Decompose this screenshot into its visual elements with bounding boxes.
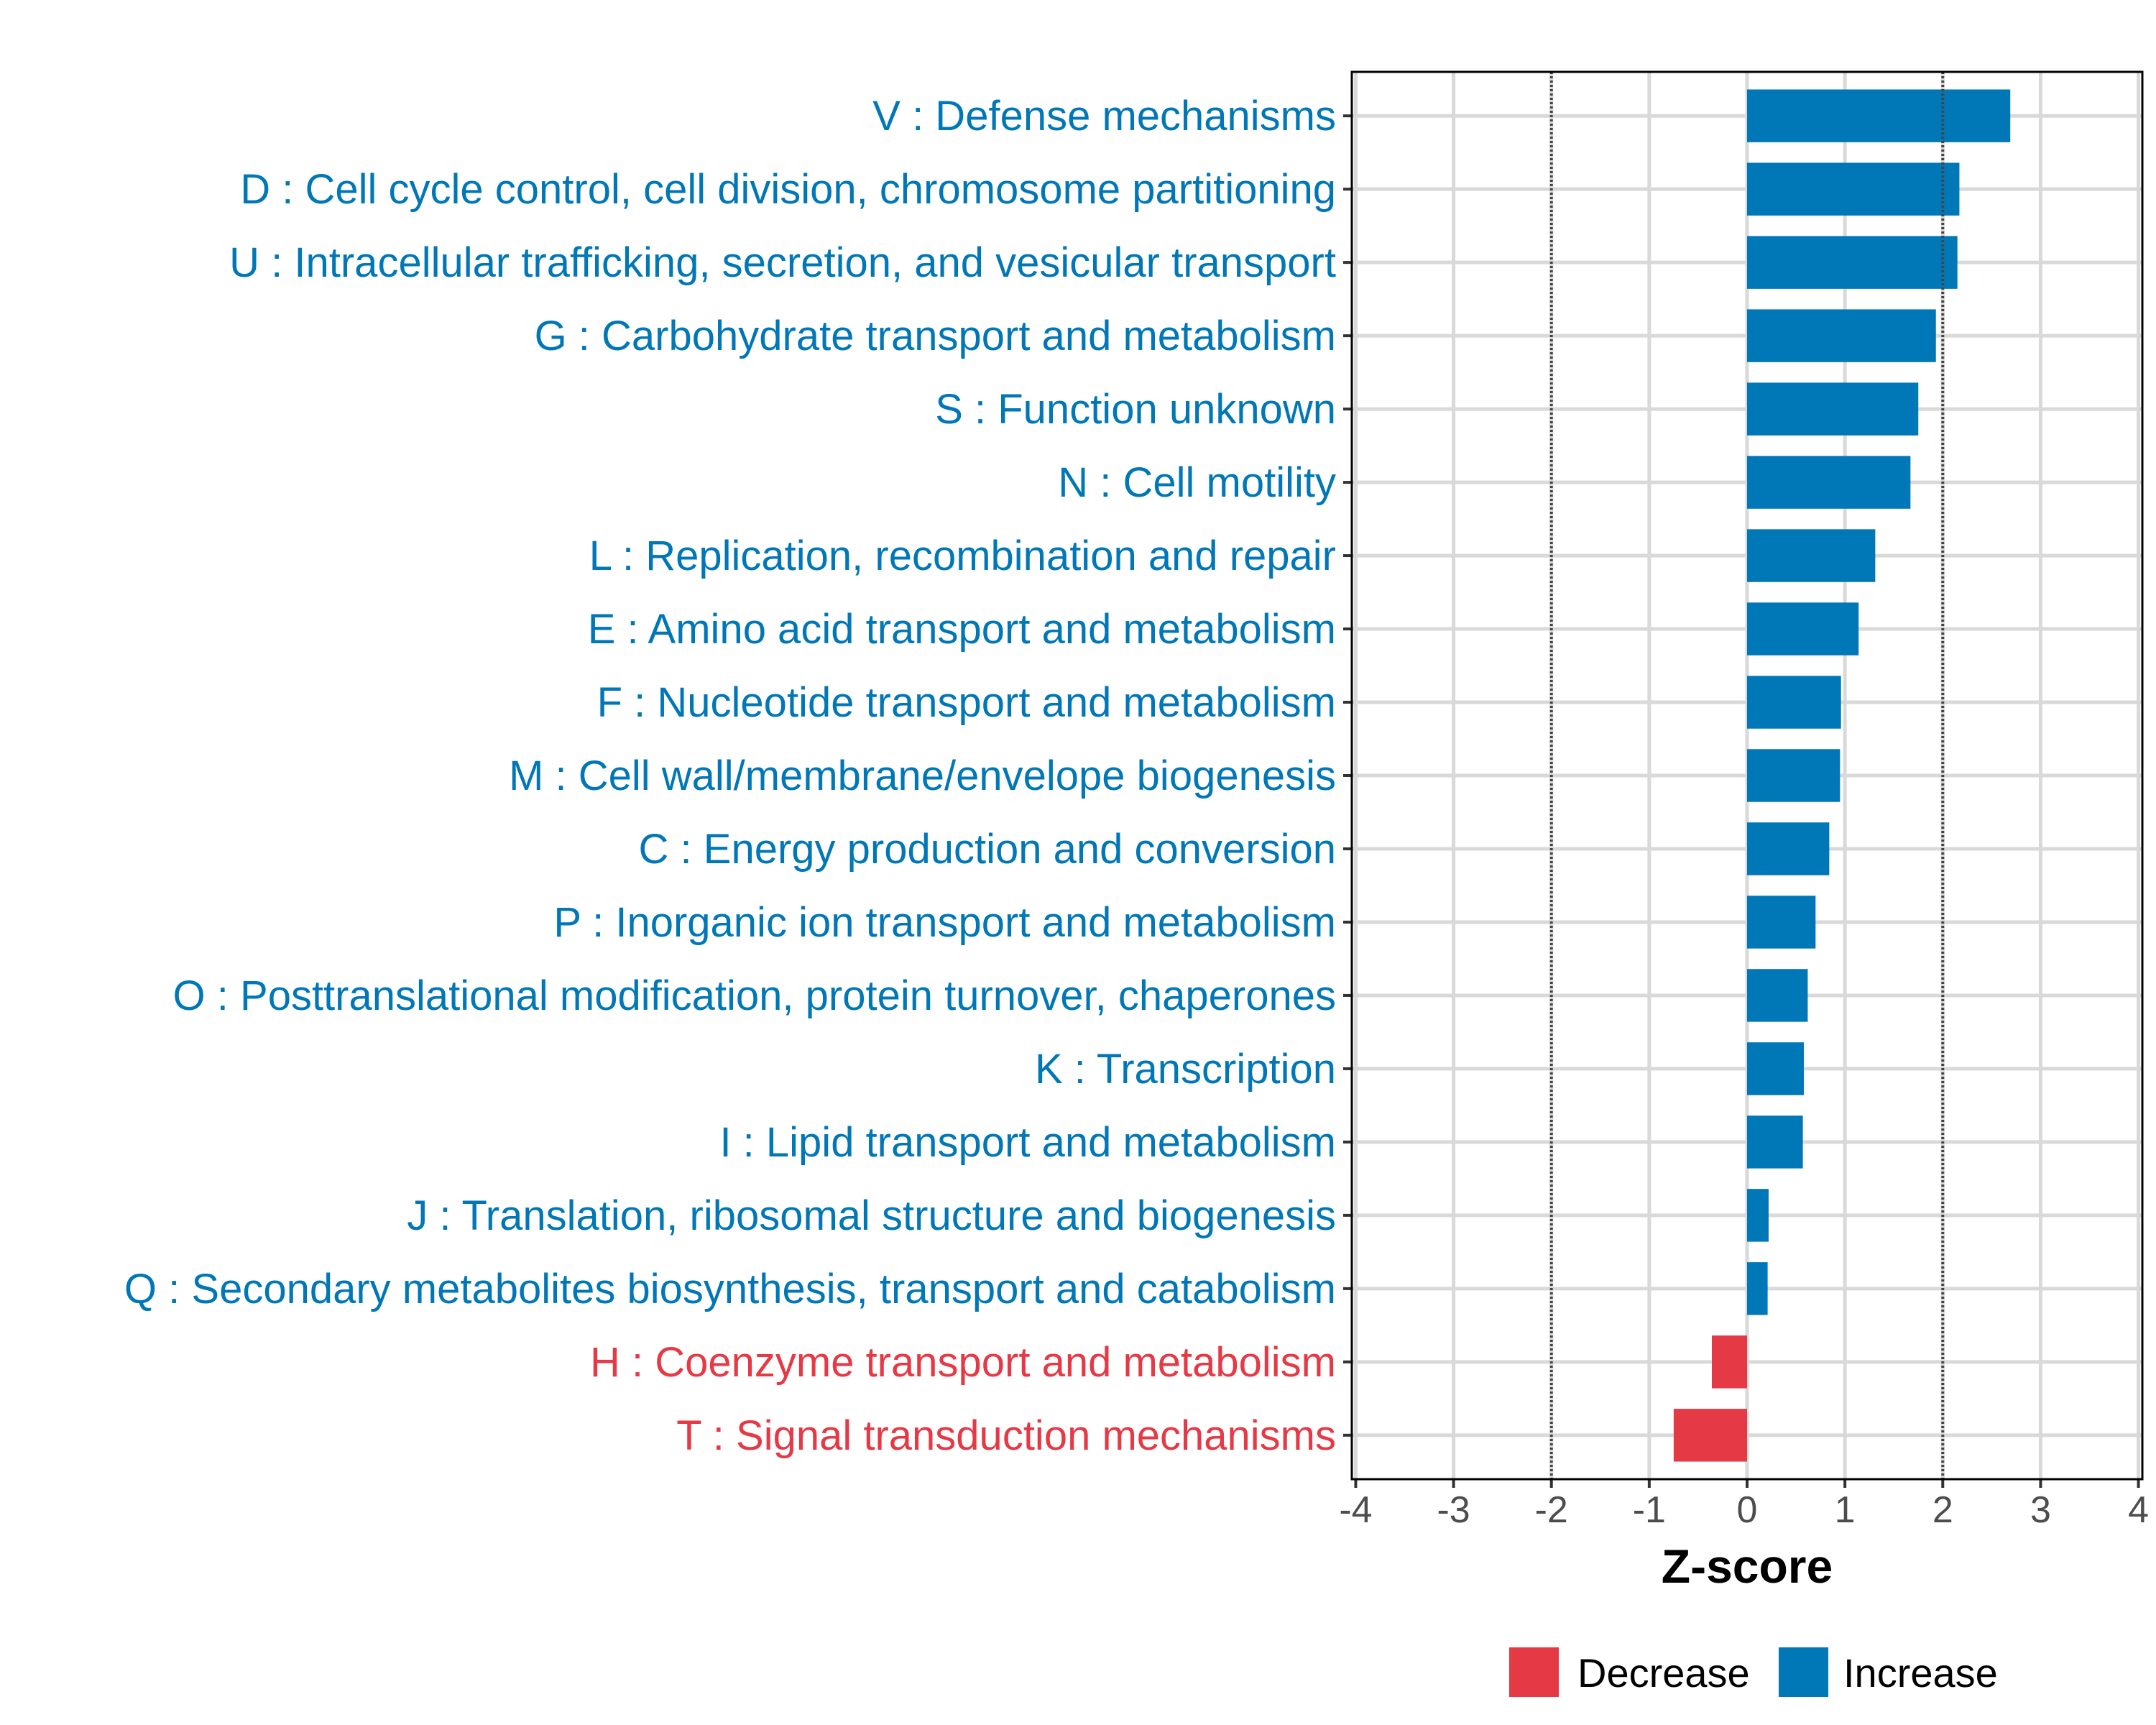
bar-increase bbox=[1747, 1042, 1804, 1095]
bar-increase bbox=[1747, 89, 2011, 142]
x-axis-ticks: -4 -3 -2 -1 0 1 2 3 4 bbox=[1339, 1479, 2149, 1531]
bar-increase bbox=[1747, 749, 1841, 802]
bar-increase bbox=[1747, 456, 1911, 509]
category-label: M : Cell wall/membrane/envelope biogenes… bbox=[509, 753, 1336, 799]
legend-key-increase bbox=[1779, 1647, 1828, 1697]
x-tick-label: -3 bbox=[1437, 1489, 1470, 1531]
panel-border bbox=[1350, 70, 2144, 1481]
x-tick-label: 4 bbox=[2128, 1489, 2149, 1531]
x-tick-label: 3 bbox=[2030, 1489, 2051, 1531]
legend: Decrease Increase bbox=[1509, 1647, 1998, 1697]
category-labels: V : Defense mechanisms D : Cell cycle con… bbox=[124, 93, 1352, 1459]
category-label: H : Coenzyme transport and metabolism bbox=[590, 1339, 1336, 1386]
legend-label: Decrease bbox=[1577, 1650, 1750, 1696]
category-label: I : Lipid transport and metabolism bbox=[719, 1119, 1336, 1166]
bar-increase bbox=[1747, 676, 1841, 729]
bar-increase bbox=[1747, 602, 1859, 656]
bar-increase bbox=[1747, 822, 1830, 875]
category-label: D : Cell cycle control, cell division, c… bbox=[240, 166, 1336, 213]
bar-increase bbox=[1747, 1262, 1768, 1315]
bar-increase bbox=[1747, 969, 1808, 1022]
category-label: O : Posttranslational modification, prot… bbox=[173, 972, 1336, 1019]
legend-key-decrease bbox=[1509, 1647, 1559, 1697]
bar-increase bbox=[1747, 529, 1876, 582]
category-label: T : Signal transduction mechanisms bbox=[676, 1412, 1336, 1459]
category-label: U : Intracellular trafficking, secretion… bbox=[229, 239, 1336, 286]
x-axis-title: Z-score bbox=[1662, 1540, 1833, 1593]
reference-lines bbox=[1549, 72, 1945, 1479]
bar-decrease bbox=[1711, 1335, 1747, 1389]
bar-increase bbox=[1747, 896, 1816, 949]
x-tick-label: -1 bbox=[1633, 1489, 1666, 1531]
category-label: N : Cell motility bbox=[1058, 459, 1336, 506]
bars bbox=[1673, 89, 2011, 1462]
category-label: G : Carbohydrate transport and metabolis… bbox=[535, 313, 1336, 359]
category-label: E : Amino acid transport and metabolism bbox=[588, 606, 1336, 653]
category-label: P : Inorganic ion transport and metaboli… bbox=[553, 899, 1336, 946]
category-label: K : Transcription bbox=[1035, 1046, 1336, 1092]
bar-increase bbox=[1747, 236, 1958, 289]
category-label: J : Translation, ribosomal structure and… bbox=[407, 1192, 1336, 1239]
x-tick-label: -2 bbox=[1535, 1489, 1568, 1531]
bar-increase bbox=[1747, 382, 1919, 436]
bar-increase bbox=[1747, 162, 1960, 216]
category-label: S : Function unknown bbox=[935, 386, 1336, 433]
x-tick-label: 1 bbox=[1835, 1489, 1856, 1531]
x-tick-label: -4 bbox=[1339, 1489, 1372, 1531]
category-label: L : Replication, recombination and repai… bbox=[589, 533, 1336, 579]
bar-increase bbox=[1747, 309, 1936, 362]
x-tick-label: 0 bbox=[1737, 1489, 1758, 1531]
bar-increase bbox=[1747, 1116, 1803, 1169]
category-label: F : Nucleotide transport and metabolism bbox=[597, 679, 1336, 726]
category-label: V : Defense mechanisms bbox=[872, 93, 1336, 139]
bar-decrease bbox=[1673, 1409, 1747, 1462]
x-tick-label: 2 bbox=[1932, 1489, 1953, 1531]
category-label: Q : Secondary metabolites biosynthesis, … bbox=[124, 1266, 1336, 1312]
legend-label: Increase bbox=[1843, 1650, 1998, 1696]
category-label: C : Energy production and conversion bbox=[639, 826, 1336, 873]
bar-increase bbox=[1747, 1189, 1769, 1242]
